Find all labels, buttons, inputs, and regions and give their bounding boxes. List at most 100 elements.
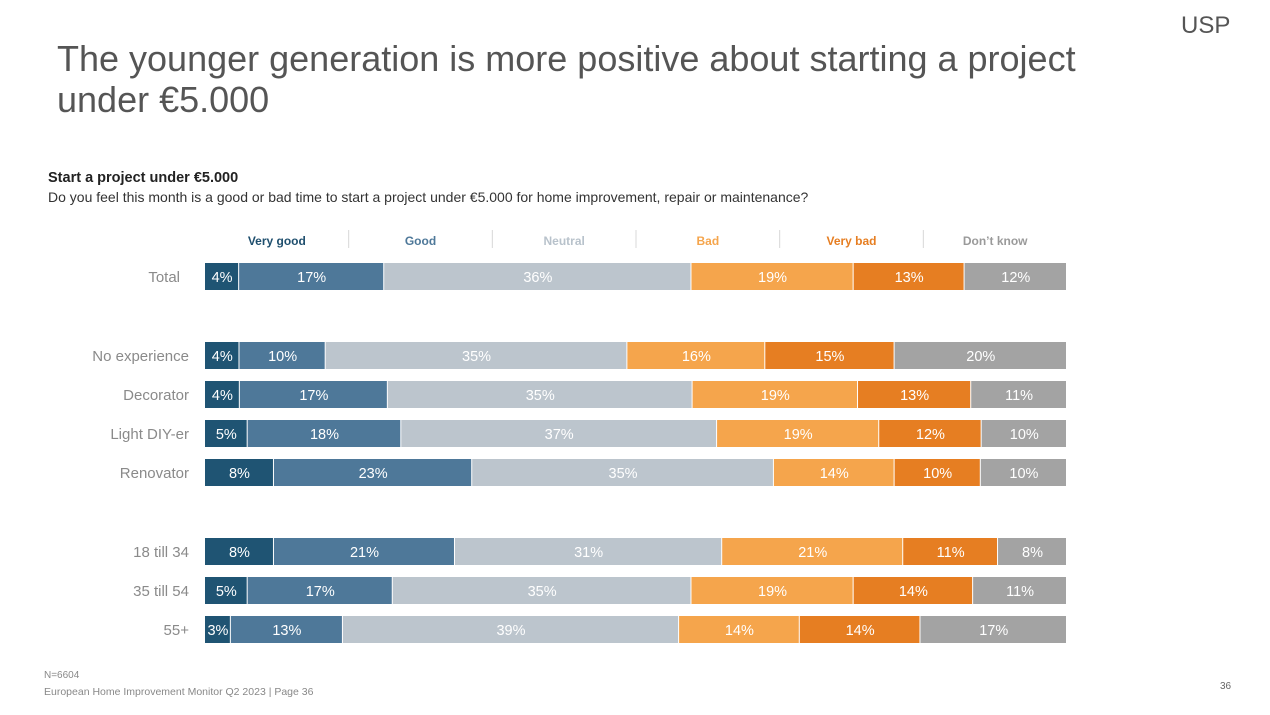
bar-18-till-34-very-good bbox=[205, 538, 273, 565]
bar-renovator-very-good bbox=[205, 459, 273, 486]
data-label-35-till-54-very-bad: 14% bbox=[899, 584, 928, 600]
bar-18-till-34-good bbox=[273, 538, 454, 565]
bar-decorator-don-t-know bbox=[971, 381, 1066, 408]
data-label-total-very-good: 4% bbox=[212, 270, 233, 286]
bar-55-don-t-know bbox=[920, 616, 1066, 643]
data-label-35-till-54-don-t-know: 11% bbox=[1006, 584, 1034, 600]
bar-light-diy-er-very-bad bbox=[879, 420, 981, 447]
bar-18-till-34-don-t-know bbox=[998, 538, 1066, 565]
category-label-decorator: Decorator bbox=[123, 387, 189, 404]
data-label-light-diy-er-very-bad: 12% bbox=[916, 427, 945, 443]
data-label-total-bad: 19% bbox=[758, 270, 787, 286]
chart-title: Start a project under €5.000 bbox=[48, 170, 239, 186]
data-label-renovator-neutral: 35% bbox=[609, 466, 638, 482]
data-label-total-very-bad: 13% bbox=[895, 270, 924, 286]
data-label-renovator-don-t-know: 10% bbox=[1009, 466, 1038, 482]
category-label-total: Total bbox=[148, 269, 180, 286]
bar-18-till-34-neutral bbox=[454, 538, 722, 565]
bar-no-experience-don-t-know bbox=[894, 342, 1066, 369]
legend-neutral: Neutral bbox=[543, 234, 584, 248]
bar-total-neutral bbox=[384, 263, 691, 290]
bar-light-diy-er-very-good bbox=[205, 420, 247, 447]
bar-55-good bbox=[230, 616, 342, 643]
data-label-55-good: 13% bbox=[272, 623, 301, 639]
bar-decorator-very-bad bbox=[858, 381, 971, 408]
bar-no-experience-very-good bbox=[205, 342, 239, 369]
data-label-no-experience-bad: 16% bbox=[682, 349, 711, 365]
bar-35-till-54-very-bad bbox=[853, 577, 973, 604]
legend-good: Good bbox=[405, 234, 436, 248]
data-label-no-experience-very-good: 4% bbox=[212, 349, 233, 365]
bar-renovator-good bbox=[273, 459, 472, 486]
bar-55-bad bbox=[679, 616, 799, 643]
bar-decorator-very-good bbox=[205, 381, 239, 408]
data-label-decorator-very-good: 4% bbox=[212, 388, 233, 404]
data-label-renovator-good: 23% bbox=[359, 466, 388, 482]
data-label-18-till-34-very-bad: 11% bbox=[937, 545, 965, 561]
bar-decorator-neutral bbox=[387, 381, 692, 408]
bar-total-don-t-know bbox=[964, 263, 1066, 290]
usp-logo: USP bbox=[1181, 12, 1231, 39]
data-label-no-experience-neutral: 35% bbox=[462, 349, 491, 365]
bar-light-diy-er-neutral bbox=[401, 420, 717, 447]
data-label-55-bad: 14% bbox=[725, 623, 754, 639]
data-label-18-till-34-neutral: 31% bbox=[574, 545, 603, 561]
bar-total-good bbox=[239, 263, 384, 290]
bar-renovator-very-bad bbox=[894, 459, 980, 486]
page-title: The younger generation is more positive … bbox=[57, 38, 1076, 120]
data-label-light-diy-er-very-good: 5% bbox=[216, 427, 237, 443]
bar-total-bad bbox=[691, 263, 853, 290]
category-label-renovator: Renovator bbox=[120, 465, 189, 482]
bar-total-very-bad bbox=[853, 263, 964, 290]
category-label-no-experience: No experience bbox=[92, 348, 189, 365]
data-label-total-don-t-know: 12% bbox=[1001, 270, 1030, 286]
bar-decorator-good bbox=[239, 381, 387, 408]
bar-no-experience-bad bbox=[627, 342, 765, 369]
legend-very-bad: Very bad bbox=[826, 234, 876, 248]
data-label-light-diy-er-neutral: 37% bbox=[545, 427, 574, 443]
bar-decorator-bad bbox=[692, 381, 858, 408]
legend-don-t-know: Don’t know bbox=[963, 234, 1028, 248]
legend-bad: Bad bbox=[696, 234, 719, 248]
bar-light-diy-er-good bbox=[247, 420, 401, 447]
bar-renovator-neutral bbox=[472, 459, 773, 486]
bar-55-neutral bbox=[342, 616, 679, 643]
bar-renovator-don-t-know bbox=[980, 459, 1066, 486]
data-label-55-neutral: 39% bbox=[496, 623, 525, 639]
legend-very-good: Very good bbox=[248, 234, 306, 248]
bar-55-very-bad bbox=[799, 616, 920, 643]
data-label-renovator-very-bad: 10% bbox=[923, 466, 952, 482]
data-label-18-till-34-bad: 21% bbox=[798, 545, 827, 561]
bar-total-very-good bbox=[205, 263, 239, 290]
data-label-35-till-54-very-good: 5% bbox=[216, 584, 237, 600]
bar-no-experience-very-bad bbox=[765, 342, 894, 369]
data-label-18-till-34-good: 21% bbox=[350, 545, 379, 561]
data-label-no-experience-very-bad: 15% bbox=[815, 349, 844, 365]
data-label-no-experience-don-t-know: 20% bbox=[966, 349, 995, 365]
data-label-35-till-54-good: 17% bbox=[306, 584, 335, 600]
data-label-35-till-54-neutral: 35% bbox=[528, 584, 557, 600]
data-label-total-good: 17% bbox=[297, 270, 326, 286]
category-label-light-diy-er: Light DIY-er bbox=[110, 426, 189, 443]
category-label-18-till-34: 18 till 34 bbox=[133, 544, 189, 561]
category-label-55: 55+ bbox=[164, 622, 190, 639]
data-label-55-very-good: 3% bbox=[207, 623, 228, 639]
bar-35-till-54-don-t-know bbox=[973, 577, 1066, 604]
data-label-light-diy-er-good: 18% bbox=[310, 427, 339, 443]
data-label-18-till-34-very-good: 8% bbox=[229, 545, 250, 561]
bar-renovator-bad bbox=[773, 459, 894, 486]
page-number: 36 bbox=[1220, 681, 1232, 692]
bar-35-till-54-very-good bbox=[205, 577, 247, 604]
data-label-light-diy-er-don-t-know: 10% bbox=[1010, 427, 1039, 443]
bar-no-experience-good bbox=[239, 342, 325, 369]
data-label-35-till-54-bad: 19% bbox=[758, 584, 787, 600]
data-label-55-very-bad: 14% bbox=[846, 623, 875, 639]
data-label-no-experience-good: 10% bbox=[268, 349, 297, 365]
source-footer: European Home Improvement Monitor Q2 202… bbox=[44, 686, 314, 698]
data-label-decorator-bad: 19% bbox=[761, 388, 790, 404]
chart-subtitle: Do you feel this month is a good or bad … bbox=[48, 189, 809, 205]
bar-35-till-54-good bbox=[247, 577, 392, 604]
data-label-18-till-34-don-t-know: 8% bbox=[1022, 545, 1043, 561]
bar-18-till-34-very-bad bbox=[903, 538, 998, 565]
